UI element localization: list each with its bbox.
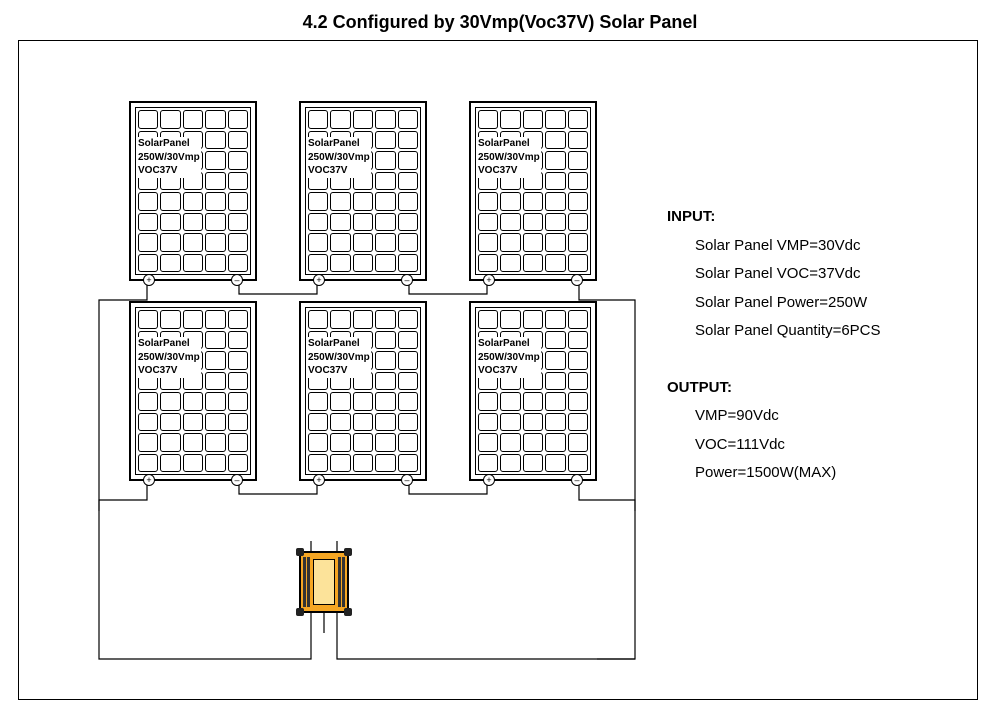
diagram-frame: SolarPanel250W/30VmpVOC37V+–SolarPanel25… [18,40,978,700]
terminal-plus-icon: + [313,274,325,286]
terminal-minus-icon: – [401,474,413,486]
panel-label: SolarPanel250W/30VmpVOC37V [137,137,201,178]
solar-panel: SolarPanel250W/30VmpVOC37V+– [469,301,597,481]
charge-controller [299,551,349,613]
output-header: OUTPUT: [667,374,881,403]
panel-label: SolarPanel250W/30VmpVOC37V [307,137,371,178]
input-header: INPUT: [667,203,881,232]
terminal-minus-icon: – [231,474,243,486]
input-voc: Solar Panel VOC=37Vdc [695,260,881,289]
panel-label: SolarPanel250W/30VmpVOC37V [307,337,371,378]
input-vmp: Solar Panel VMP=30Vdc [695,232,881,261]
specs-block: INPUT: Solar Panel VMP=30Vdc Solar Panel… [667,201,881,488]
terminal-plus-icon: + [313,474,325,486]
panel-label: SolarPanel250W/30VmpVOC37V [477,137,541,178]
terminal-minus-icon: – [571,274,583,286]
panel-label: SolarPanel250W/30VmpVOC37V [477,337,541,378]
input-power: Solar Panel Power=250W [695,289,881,318]
input-qty: Solar Panel Quantity=6PCS [695,317,881,346]
page: 4.2 Configured by 30Vmp(Voc37V) Solar Pa… [0,0,1000,717]
page-title: 4.2 Configured by 30Vmp(Voc37V) Solar Pa… [0,12,1000,33]
solar-panel: SolarPanel250W/30VmpVOC37V+– [129,301,257,481]
terminal-plus-icon: + [143,274,155,286]
terminal-minus-icon: – [571,474,583,486]
solar-panel: SolarPanel250W/30VmpVOC37V+– [299,301,427,481]
terminal-minus-icon: – [401,274,413,286]
output-power: Power=1500W(MAX) [695,459,881,488]
terminal-plus-icon: + [483,274,495,286]
output-vmp: VMP=90Vdc [695,402,881,431]
solar-panel: SolarPanel250W/30VmpVOC37V+– [299,101,427,281]
panel-label: SolarPanel250W/30VmpVOC37V [137,337,201,378]
solar-panel: SolarPanel250W/30VmpVOC37V+– [469,101,597,281]
output-voc: VOC=111Vdc [695,431,881,460]
terminal-plus-icon: + [483,474,495,486]
terminal-minus-icon: – [231,274,243,286]
terminal-plus-icon: + [143,474,155,486]
solar-panel: SolarPanel250W/30VmpVOC37V+– [129,101,257,281]
